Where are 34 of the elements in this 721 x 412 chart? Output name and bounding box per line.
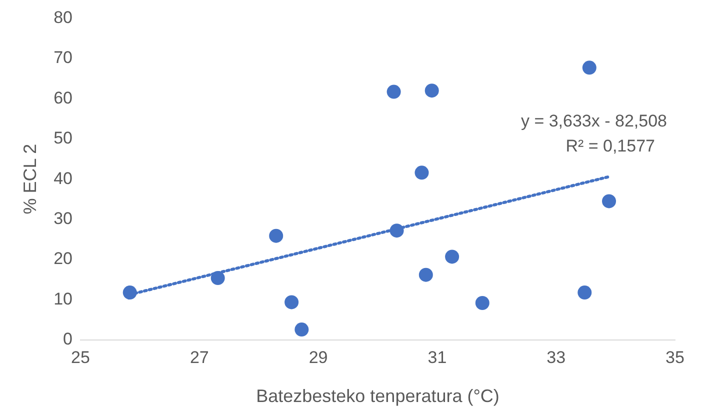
point	[424, 84, 439, 98]
point	[210, 271, 225, 286]
y-tick-label: 20	[54, 249, 73, 268]
x-tick-label: 27	[190, 348, 209, 367]
point	[602, 194, 616, 208]
y-tick-label: 70	[54, 48, 73, 68]
y-tick-label: 30	[54, 209, 73, 228]
y-tick-label: 80	[54, 8, 73, 27]
point	[390, 224, 404, 238]
point	[386, 84, 401, 99]
x-tick-label: 33	[546, 348, 566, 367]
point	[445, 250, 460, 264]
y-tick-label: 0	[63, 330, 73, 349]
point	[582, 60, 596, 75]
x-tick-label: 31	[428, 348, 447, 367]
annotation: y = 3,633x - 82,508	[520, 111, 667, 130]
point	[414, 166, 429, 180]
point	[475, 296, 490, 310]
y-tick-label: 60	[54, 88, 73, 108]
y-tick-label: 10	[54, 289, 73, 308]
point	[122, 286, 137, 300]
y-axis-title: % ECL 2	[20, 144, 40, 214]
point	[284, 295, 299, 310]
point	[294, 322, 309, 337]
point	[418, 268, 433, 282]
x-axis-title: Batezbesteko tenperatura (°C)	[256, 386, 500, 406]
y-tick-label: 40	[54, 168, 73, 188]
x-tick-label: 25	[71, 348, 90, 367]
x-tick-label: 35	[666, 348, 684, 367]
annotation: R² = 0,1577	[566, 136, 655, 156]
x-tick-label: 29	[308, 348, 328, 367]
point	[578, 286, 592, 300]
point	[269, 228, 284, 243]
y-tick-label: 50	[54, 128, 73, 148]
